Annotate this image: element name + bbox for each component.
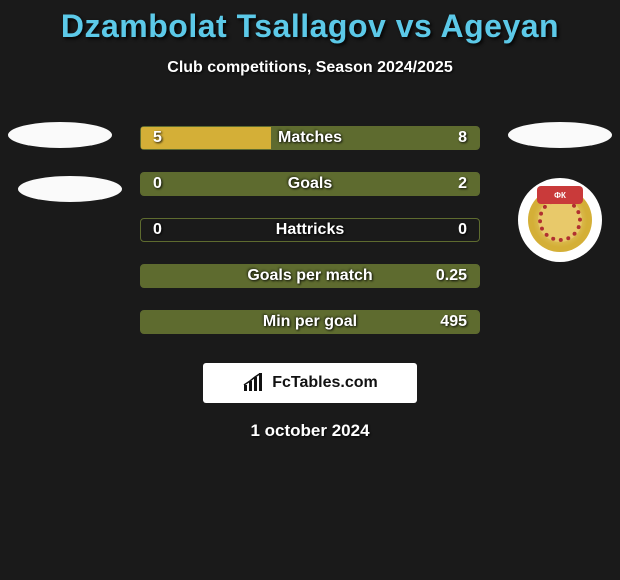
- stat-row: Hattricks 0 0: [0, 207, 620, 253]
- stat-row: Min per goal 495: [0, 299, 620, 345]
- stat-value-right: 495: [440, 313, 467, 331]
- bar-track: Matches 5 8: [140, 126, 480, 150]
- stat-row: Goals per match 0.25: [0, 253, 620, 299]
- bar-track: Goals per match 0.25: [140, 264, 480, 288]
- stat-value-right: 0.25: [436, 267, 467, 285]
- brand-chart-icon: [242, 373, 266, 393]
- stat-label: Matches: [278, 129, 342, 147]
- stat-label: Hattricks: [276, 221, 344, 239]
- stat-label: Goals per match: [247, 267, 372, 285]
- stat-label: Min per goal: [263, 313, 357, 331]
- page-title: Dzambolat Tsallagov vs Ageyan: [0, 8, 620, 45]
- stat-label: Goals: [288, 175, 332, 193]
- stat-value-left: 0: [153, 221, 162, 239]
- stat-value-left: 0: [153, 175, 162, 193]
- date-line: 1 october 2024: [0, 421, 620, 441]
- bar-track: Min per goal 495: [140, 310, 480, 334]
- stat-value-left: 5: [153, 129, 162, 147]
- bar-track: Goals 0 2: [140, 172, 480, 196]
- brand-box: FcTables.com: [203, 363, 417, 403]
- stat-value-right: 2: [458, 175, 467, 193]
- stat-row: Goals 0 2: [0, 161, 620, 207]
- comparison-chart: Matches 5 8 Goals 0 2 Hattricks 0 0 Goals per mat…: [0, 115, 620, 345]
- subtitle: Club competitions, Season 2024/2025: [0, 59, 620, 77]
- bar-track: Hattricks 0 0: [140, 218, 480, 242]
- stat-row: Matches 5 8: [0, 115, 620, 161]
- infographic-root: Dzambolat Tsallagov vs Ageyan Club compe…: [0, 0, 620, 441]
- stat-value-right: 0: [458, 221, 467, 239]
- stat-value-right: 8: [458, 129, 467, 147]
- brand-text: FcTables.com: [272, 374, 378, 392]
